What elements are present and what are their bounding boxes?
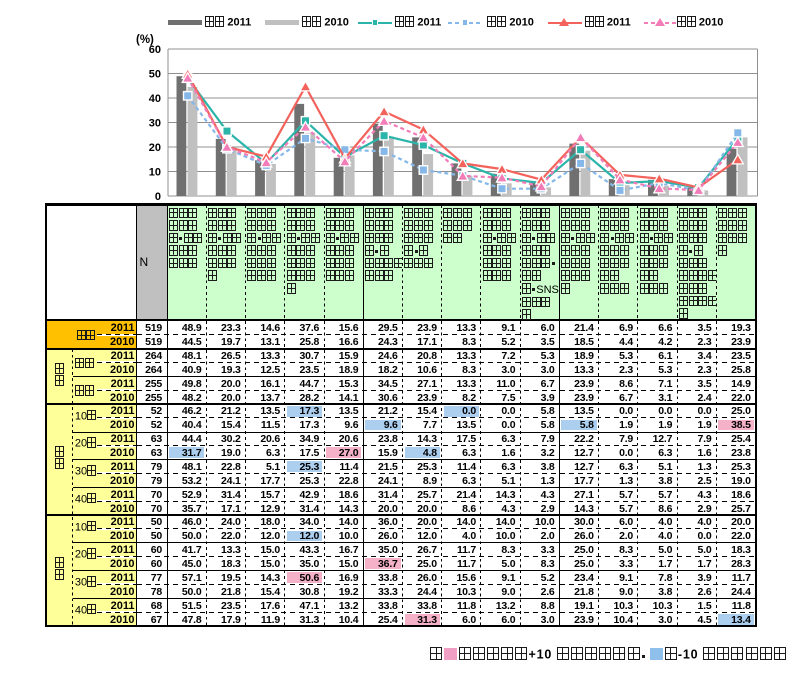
svg-text:30: 30 (149, 118, 161, 130)
svg-text:40: 40 (149, 93, 161, 105)
svg-text:0: 0 (155, 191, 161, 203)
svg-text:(%): (%) (136, 34, 154, 46)
svg-text:20: 20 (149, 142, 161, 154)
svg-text:10: 10 (149, 167, 161, 179)
svg-text:50: 50 (149, 69, 161, 81)
svg-text:60: 60 (149, 44, 161, 56)
